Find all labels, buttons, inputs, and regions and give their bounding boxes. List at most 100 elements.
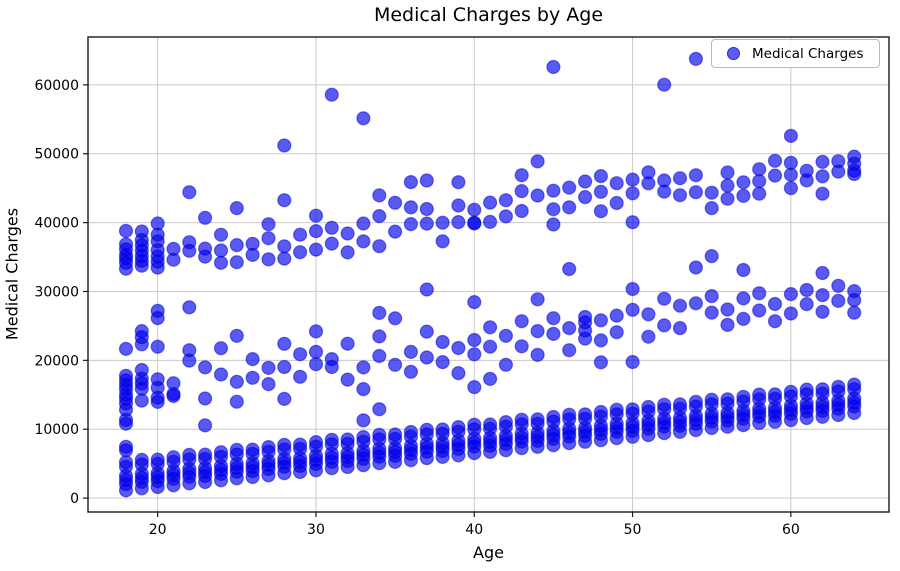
scatter-point [720,302,735,317]
scatter-point [562,261,577,277]
scatter-point [562,343,577,358]
scatter-point [736,311,751,326]
scatter-point [641,307,656,322]
scatter-point [261,217,276,232]
scatter-point [736,188,751,203]
scatter-point [847,305,862,320]
scatter-point [609,176,624,191]
scatter-point [752,303,767,318]
x-axis-label: Age [473,543,504,562]
scatter-point [356,234,371,249]
scatter-point [562,180,577,195]
scatter-point [134,393,149,408]
scatter-point [530,412,545,427]
scatter-point [577,407,593,422]
scatter-point [134,362,149,378]
scatter-point [514,184,529,199]
scatter-point [340,432,355,447]
scatter-point [261,377,276,392]
legend-marker-icon [727,47,740,60]
scatter-point [388,357,403,372]
scatter-point [388,311,403,326]
scatter-point [245,370,260,385]
scatter-point [388,195,403,210]
plot-border [87,36,890,513]
scatter-point [704,289,719,304]
scatter-point [451,198,466,213]
scatter-point [483,339,498,354]
scatter-point [752,286,767,301]
scatter-point [150,216,165,231]
scatter-point [546,326,561,341]
scatter-point [419,201,434,217]
scatter-point [831,278,846,293]
scatter-point [593,204,609,219]
scatter-point [150,372,165,387]
scatter-point [783,167,799,182]
scatter-point [783,128,799,143]
x-tick-label: 40 [465,522,483,538]
scatter-point [672,397,688,412]
y-tick-label: 40000 [34,216,79,232]
scatter-point [688,260,704,275]
scatter-point [799,297,814,312]
scatter-point [831,293,846,308]
scatter-point [498,193,513,208]
chart-title: Medical Charges by Age [373,4,604,26]
scatter-point [372,348,387,364]
tick-marks [83,84,792,517]
scatter-point [451,420,466,435]
scatter-point [182,185,197,200]
scatter-point [688,394,704,409]
scatter-point [340,226,355,241]
scatter-point [308,324,324,339]
tick-labels: 20 30 40 50 60 0 10000 20000 30000 40000 50000 6000… [34,78,799,538]
scatter-point [720,317,735,332]
scatter-point [657,397,672,412]
scatter-point [213,341,229,356]
scatter-point [182,300,197,315]
scatter-point [324,352,339,367]
scatter-point [704,392,719,407]
scatter-point [372,188,387,203]
scatter-point [467,295,482,310]
scatter-point [324,87,339,102]
scatter-point [451,175,466,190]
scatter-point [388,427,403,442]
scatter-point [704,185,719,200]
scatter-point [577,309,593,325]
scatter-point [483,371,498,386]
scatter-point [467,347,482,362]
scatter-point [657,173,672,188]
scatter-point [356,216,371,231]
scatter-point [356,360,371,375]
scatter-point [593,355,609,370]
scatter-point [229,255,244,270]
scatter-point [229,442,244,457]
scatter-point [419,216,434,231]
scatter-point [815,304,830,319]
scatter-point [562,407,577,422]
scatter-point [245,442,260,457]
scatter-point [641,165,656,180]
scatter-point [514,412,529,427]
scatter-point [372,305,387,320]
scatter-point [752,387,767,402]
scatter-point [546,311,561,326]
scatter-point [356,111,371,126]
scatter-point [356,413,371,428]
scatter-point [720,191,735,206]
scatter-point [736,389,751,404]
scatter-point [467,380,482,395]
x-tick-label: 60 [782,522,800,538]
scatter-point [198,391,213,406]
scatter-point [767,296,783,312]
scatter-point [752,186,767,201]
scatter-point [293,245,308,260]
legend-label: Medical Charges [752,45,864,62]
scatter-point [514,203,529,219]
scatter-point [213,227,229,242]
scatter-point [419,350,434,365]
scatter-point [308,357,324,372]
